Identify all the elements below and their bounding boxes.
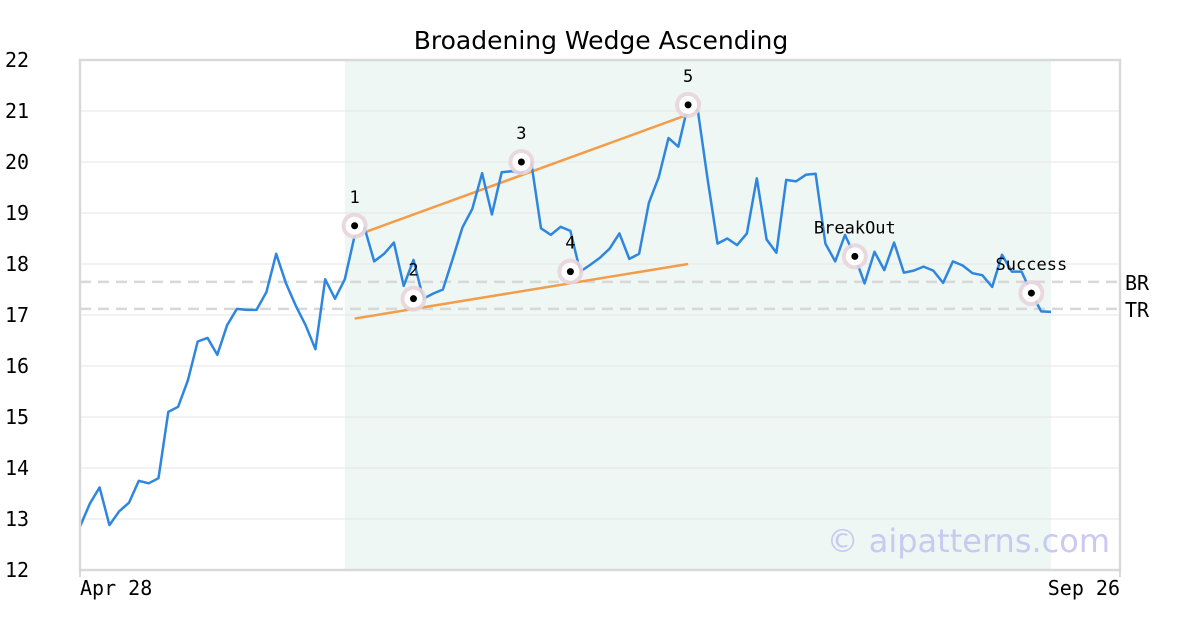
point-marker-4 xyxy=(566,268,574,276)
y-tick-label: 20 xyxy=(5,150,29,174)
x-axis: Apr 28 Sep 26 xyxy=(79,570,1121,600)
point-label-1: 1 xyxy=(350,188,360,208)
y-tick-label: 17 xyxy=(5,303,29,327)
point-label-5: 5 xyxy=(683,67,693,87)
level-label-tr: TR xyxy=(1125,298,1150,322)
plot-frame xyxy=(78,58,1122,572)
y-tick-label: 14 xyxy=(5,456,29,480)
y-tick-label: 19 xyxy=(5,201,29,225)
point-label-2: 2 xyxy=(408,261,418,281)
point-marker-3 xyxy=(517,158,525,166)
level-label-br: BR xyxy=(1125,271,1150,295)
y-tick-label: 18 xyxy=(5,252,29,276)
y-tick-label: 13 xyxy=(5,507,29,531)
point-marker-2 xyxy=(409,295,417,303)
point-label-3: 3 xyxy=(516,124,526,144)
level-lines: BR TR xyxy=(80,271,1150,322)
price-series xyxy=(78,103,1052,528)
y-tick-label: 21 xyxy=(5,99,29,123)
plot-border xyxy=(78,58,1122,572)
point-label-4: 4 xyxy=(565,234,575,254)
y-tick-label: 15 xyxy=(5,405,29,429)
x-tick-label-start: Apr 28 xyxy=(80,576,152,600)
pattern-points: 1 2 3 4 5 BreakOut Success xyxy=(341,67,1068,312)
point-marker-5 xyxy=(684,101,692,109)
point-marker-breakout xyxy=(851,252,859,260)
price-line xyxy=(78,103,1052,528)
point-label-success: Success xyxy=(996,255,1068,275)
y-axis: 12 13 14 15 16 17 18 19 20 21 22 xyxy=(5,48,29,582)
watermark: © aipatterns.com xyxy=(827,522,1110,560)
chart-title: Broadening Wedge Ascending xyxy=(414,26,789,55)
y-tick-label: 22 xyxy=(5,48,29,72)
upper-trend-line xyxy=(354,113,689,238)
x-tick-label-end: Sep 26 xyxy=(1048,576,1120,600)
y-tick-label: 12 xyxy=(5,558,29,582)
point-label-breakout: BreakOut xyxy=(814,218,896,238)
y-tick-label: 16 xyxy=(5,354,29,378)
point-marker-success xyxy=(1027,289,1035,297)
point-marker-1 xyxy=(351,222,359,230)
